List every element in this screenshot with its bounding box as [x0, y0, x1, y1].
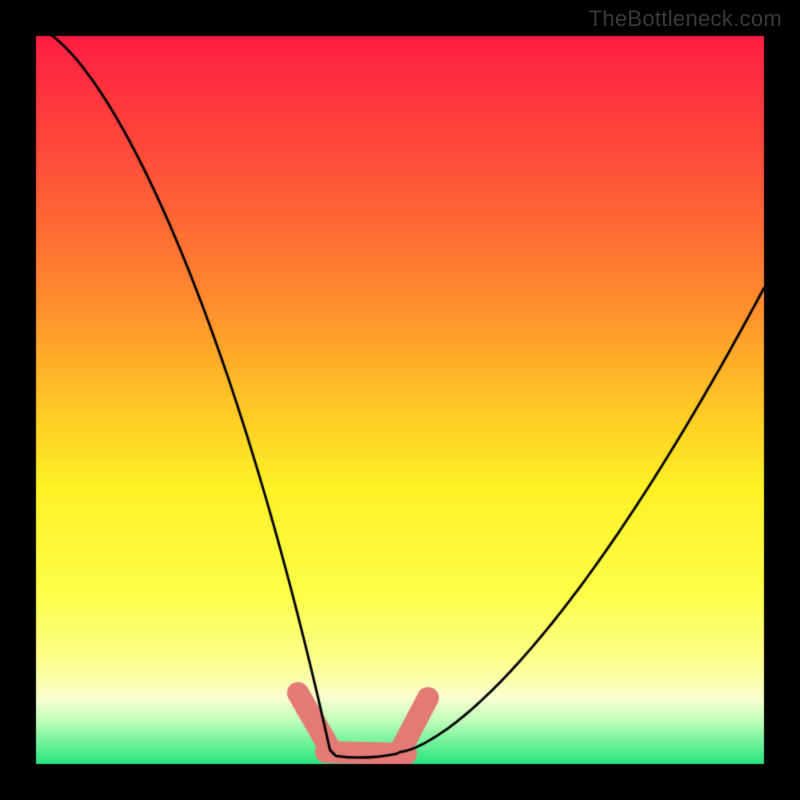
- watermark-label: TheBottleneck.com: [589, 6, 782, 32]
- chart-container: TheBottleneck.com: [0, 0, 800, 800]
- bottleneck-chart-canvas: [0, 0, 800, 800]
